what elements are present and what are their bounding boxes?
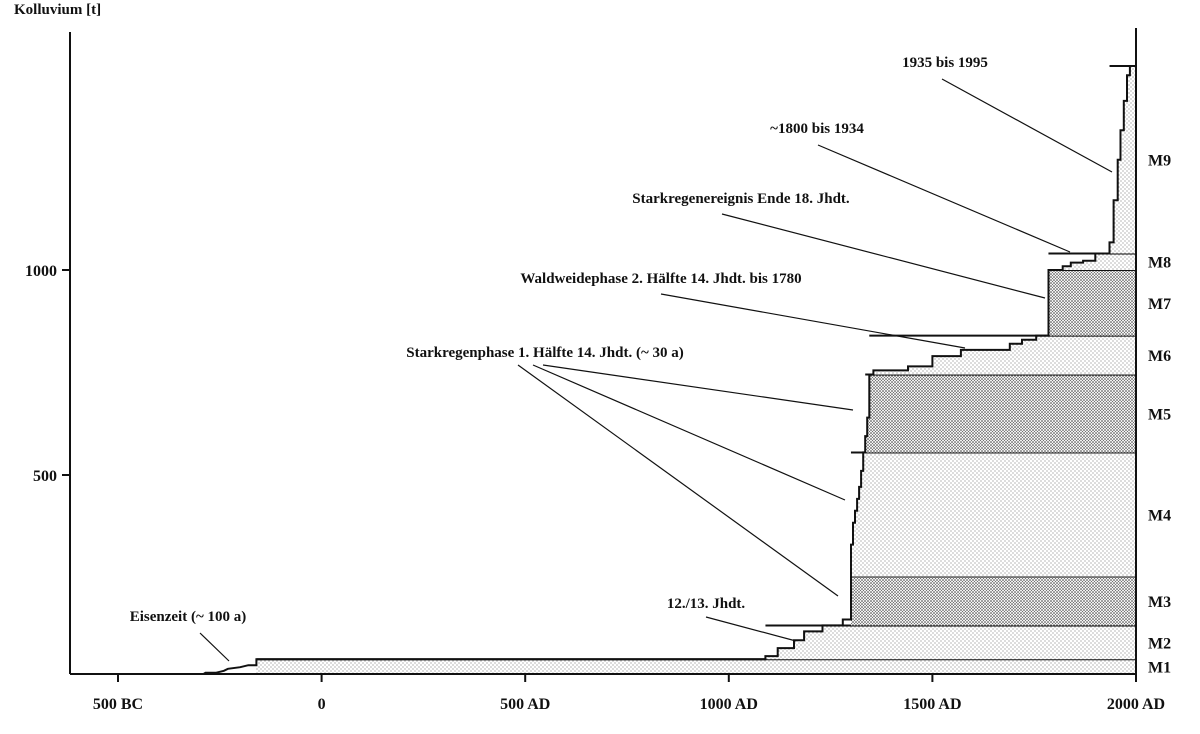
annotation-leader-line xyxy=(542,364,854,411)
x-tick-label: 1000 AD xyxy=(700,696,758,713)
annotation-leader-line xyxy=(817,144,1071,253)
band-fill-m7 xyxy=(1048,270,1136,336)
y-axis-label: Kolluvium [t] xyxy=(14,2,101,18)
x-tick-label: 0 xyxy=(318,696,326,713)
annotation-leader-line xyxy=(705,616,797,642)
annotations-layer: 1935 bis 1995 ~1800 bis 1934 Starkregenere… xyxy=(130,55,1113,662)
annotation-leader-line xyxy=(532,364,846,501)
annotation-leader-line xyxy=(199,632,230,662)
axes-layer: 500 BC 0 500 AD 1000 AD 1500 AD 2000 AD 500 100… xyxy=(25,28,1165,713)
band-fill-m5 xyxy=(865,374,1136,453)
band-label-m4: M4 xyxy=(1148,507,1171,524)
band-label-m2: M2 xyxy=(1148,635,1171,652)
band-label-m7: M7 xyxy=(1148,296,1171,313)
annotation-leader-line xyxy=(941,78,1113,173)
curve-layer xyxy=(202,65,1136,675)
band-label-m9: M9 xyxy=(1148,153,1171,170)
x-tick-label: 1500 AD xyxy=(903,696,961,713)
x-tick-label: 500 BC xyxy=(93,696,143,713)
band-label-m3: M3 xyxy=(1148,594,1171,611)
band-fill-m9 xyxy=(1109,66,1136,254)
annotation-label: Starkregenphase 1. Hälfte 14. Jhdt. (~ 3… xyxy=(406,345,684,361)
band-fill-m2 xyxy=(765,625,1136,660)
band-label-m1: M1 xyxy=(1148,660,1171,677)
annotation-label: ~1800 bis 1934 xyxy=(770,121,864,137)
band-fill-m6 xyxy=(869,335,1136,375)
annotation-label: Eisenzeit (~ 100 a) xyxy=(130,609,247,625)
cumulative-curve xyxy=(202,65,1136,675)
band-label-m5: M5 xyxy=(1148,407,1171,424)
x-tick-label: 500 AD xyxy=(500,696,550,713)
annotation-label: Waldweidephase 2. Hälfte 14. Jhdt. bis 1… xyxy=(520,271,801,287)
y-tick-label: 1000 xyxy=(25,263,57,280)
band-label-m8: M8 xyxy=(1148,255,1171,272)
band-labels-layer: M1 M2 M3 M4 M5 M6 M7 M8 M9 xyxy=(1148,153,1171,677)
annotation-leader-line xyxy=(517,364,839,597)
band-fill-m3 xyxy=(850,576,1136,626)
band-fill-m1 xyxy=(256,659,1136,674)
annotation-leader-line xyxy=(660,293,966,349)
x-tick-label: 2000 AD xyxy=(1107,696,1165,713)
band-fill-m4 xyxy=(850,452,1136,577)
band-label-m6: M6 xyxy=(1148,348,1171,365)
annotation-leader-line xyxy=(721,213,1046,299)
annotation-label: Starkregenereignis Ende 18. Jhdt. xyxy=(632,191,850,207)
annotation-label: 1935 bis 1995 xyxy=(902,55,988,71)
annotation-label: 12./13. Jhdt. xyxy=(667,596,746,612)
bands-layer xyxy=(256,65,1136,674)
y-tick-label: 500 xyxy=(33,468,57,485)
